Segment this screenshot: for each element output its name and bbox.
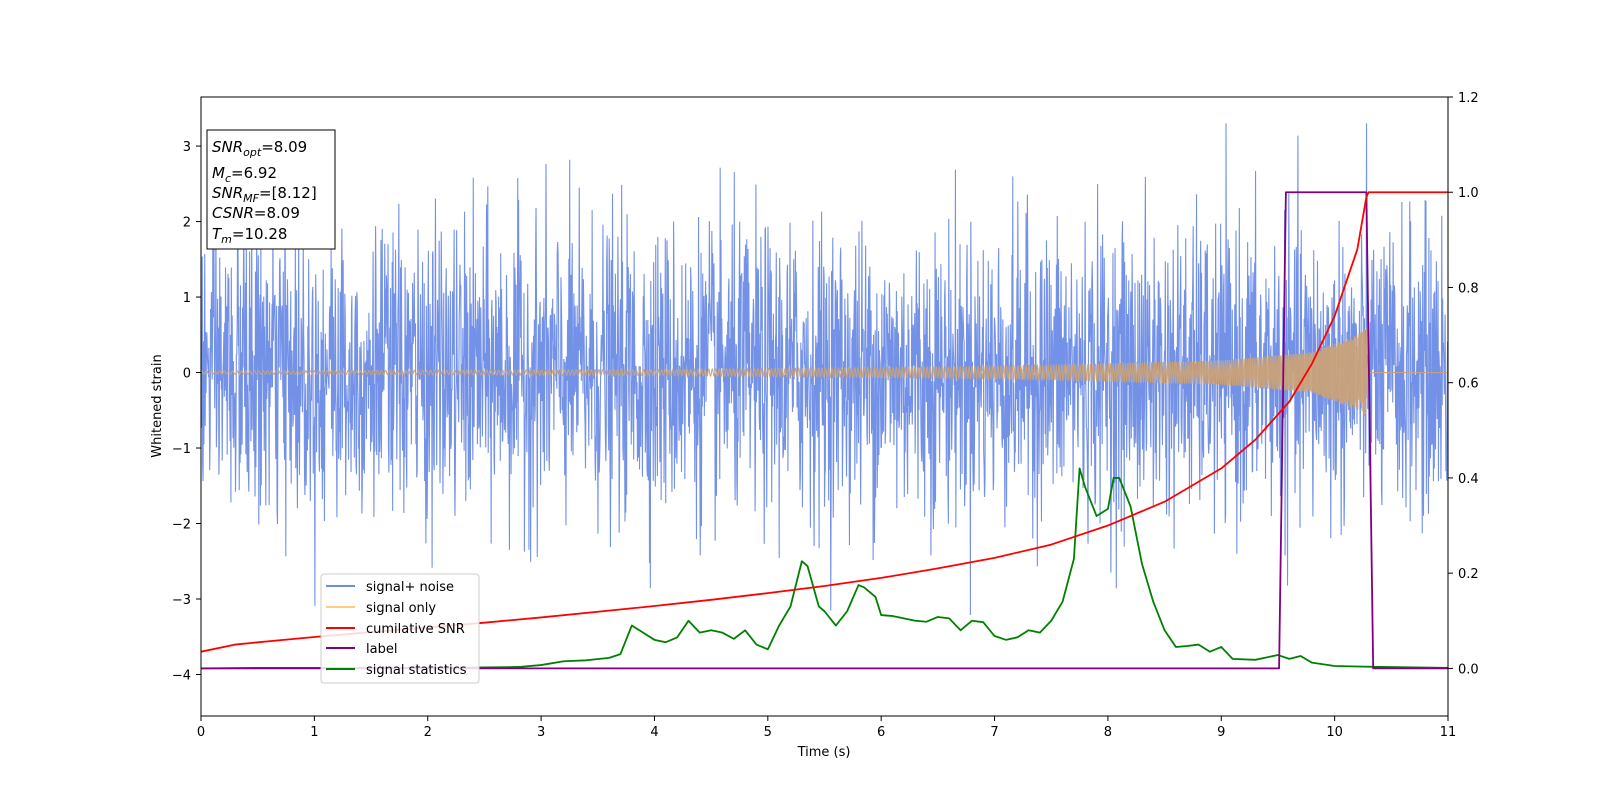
x-tick-label: 10 (1326, 725, 1343, 740)
y-right-tick-label: 0.0 (1458, 662, 1479, 677)
info-csnr: CSNR=8.09 (212, 204, 300, 222)
legend-label-signal-noise: signal+ noise (366, 580, 454, 595)
x-tick-label: 9 (1217, 725, 1225, 740)
y-right-tick-label: 1.2 (1458, 91, 1479, 106)
x-tick-label: 11 (1440, 725, 1457, 740)
y-left-tick-label: −3 (172, 593, 191, 608)
info-snr-opt: SNRopt=8.09 (212, 138, 307, 159)
x-tick-label: 5 (764, 725, 772, 740)
legend-label-label: label (366, 642, 397, 657)
x-tick-label: 2 (424, 725, 432, 740)
y-right-tick-label: 0.2 (1458, 567, 1479, 582)
info-tm: Tm=10.28 (212, 225, 287, 246)
legend-label-signal-only: signal only (366, 601, 436, 616)
y-left-tick-label: 3 (183, 140, 191, 155)
signal-noise-line (201, 123, 1448, 616)
plot-frame (200, 96, 1449, 717)
y-right-tick-label: 0.6 (1458, 377, 1479, 392)
x-axis-label: Time (s) (797, 745, 851, 760)
info-snr-mf: SNRMF=[8.12] (212, 184, 317, 205)
y-left-tick-label: −2 (172, 518, 191, 533)
x-tick-label: 1 (310, 725, 318, 740)
x-tick-label: 3 (537, 725, 545, 740)
legend-label-cumilative-snr: cumilative SNR (366, 622, 465, 637)
y-left-tick-label: 0 (183, 367, 191, 382)
legend: signal+ noise signal only cumilative SNR… (320, 573, 480, 684)
y-axis-label: Whitened strain (150, 354, 165, 457)
x-tick-label: 4 (650, 725, 658, 740)
ticks-layer: 0 1 2 3 4 5 6 7 8 9 10 11 −4 −3 −2 −1 0 1 2 3 0.0 0.2 0.4 0.6 0.… (172, 91, 1479, 740)
x-tick-label: 7 (990, 725, 998, 740)
info-box: SNRopt=8.09 Mc=6.92 SNRMF=[8.12] CSNR=8.… (206, 129, 336, 250)
label-line (201, 191, 1448, 670)
y-left-tick-label: 1 (183, 291, 191, 306)
y-left-tick-label: 2 (183, 216, 191, 231)
y-left-tick-label: −4 (172, 668, 191, 683)
y-right-tick-label: 0.4 (1458, 472, 1479, 487)
legend-label-signal-statistics: signal statistics (366, 663, 467, 678)
signal-only-line (201, 327, 1448, 417)
x-tick-label: 8 (1104, 725, 1112, 740)
y-right-tick-label: 1.0 (1458, 186, 1479, 201)
y-left-tick-label: −1 (172, 442, 191, 457)
info-mc: Mc=6.92 (212, 164, 277, 185)
y-right-tick-label: 0.8 (1458, 281, 1479, 296)
signal-statistics-line (201, 467, 1448, 670)
legend-frame (320, 573, 480, 684)
x-tick-label: 0 (197, 725, 205, 740)
x-tick-label: 6 (877, 725, 885, 740)
